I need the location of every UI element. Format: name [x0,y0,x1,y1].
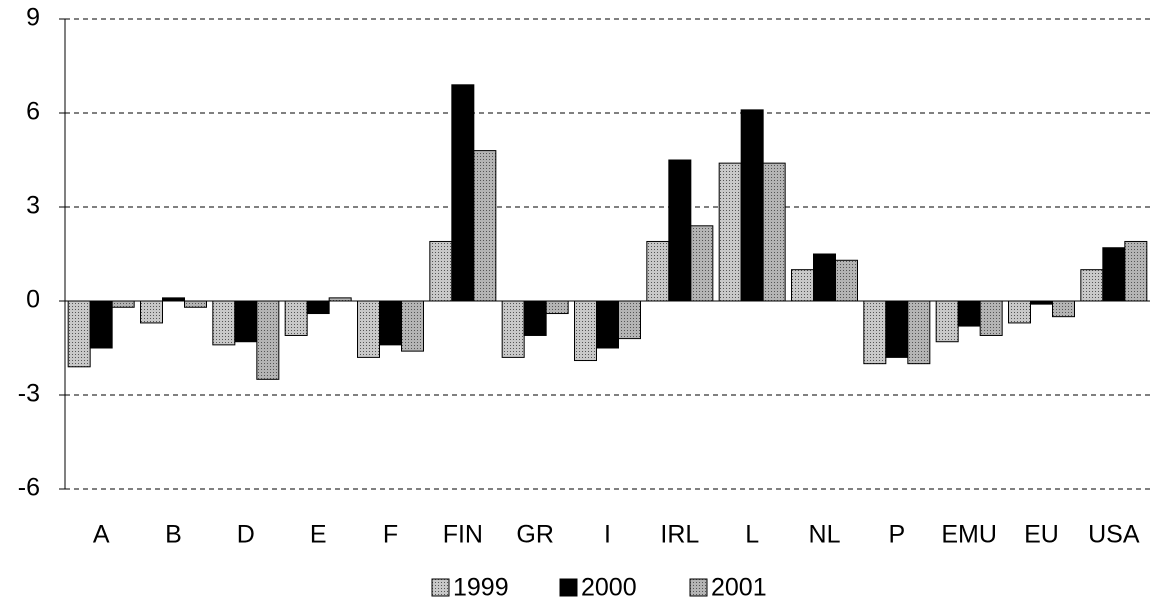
legend-label: 2000 [581,574,637,602]
bar [429,240,453,302]
x-tick-label: P [888,521,905,549]
bar [545,300,569,315]
bar [357,300,380,358]
bar [328,297,352,302]
x-tick-label: EU [1024,521,1059,549]
bar [740,109,764,302]
x-tick-label: D [237,521,255,549]
bar [813,253,836,302]
y-tick-label: 3 [26,192,40,220]
bar [762,162,786,302]
bar [1124,240,1148,302]
x-tick-label: EMU [941,521,997,549]
x-tick-label: IRL [660,521,699,549]
bar [885,300,909,358]
bar [256,300,280,380]
bar [1052,300,1075,318]
bar [574,300,597,362]
x-tick-label: E [310,521,327,549]
x-tick-label: USA [1088,521,1140,549]
bar [957,300,981,327]
x-tick-label: L [745,521,759,549]
bar [1030,300,1053,305]
legend-label: 1999 [453,574,509,602]
y-tick-label: 0 [26,286,40,314]
bar [1008,300,1031,324]
bar [1080,269,1104,302]
bar [668,159,692,302]
bar [935,300,959,343]
bar [618,300,641,340]
bar [401,300,424,352]
x-tick-label: B [165,521,182,549]
x-tick-label: A [93,521,110,549]
bar [379,300,402,346]
bar [907,300,931,365]
x-tick-label: NL [809,521,841,549]
bar [1102,247,1126,302]
bar [863,300,887,365]
bar [501,300,525,358]
legend-label: 2001 [711,574,767,602]
y-tick-label: -3 [18,380,40,408]
x-tick-label: I [604,521,611,549]
y-tick-label: -6 [18,474,40,502]
bar [718,162,742,302]
bar [451,84,475,302]
bar [234,300,258,343]
bar [89,300,113,349]
legend-swatch [431,578,450,597]
legend-swatch [559,578,578,597]
bar [646,240,670,302]
bar [596,300,619,349]
x-tick-label: GR [516,521,554,549]
bar [473,150,497,302]
x-tick-label: F [383,521,398,549]
bar [791,269,814,302]
bar [111,300,135,308]
bar [690,225,714,302]
bar [284,300,308,336]
bar [184,300,207,308]
bar [306,300,330,315]
y-tick-label: 6 [26,98,40,126]
bar [979,300,1003,336]
y-tick-label: 9 [26,4,40,32]
bar [140,300,163,324]
bar [212,300,236,346]
bar [523,300,547,336]
bar [67,300,91,368]
bar [835,259,858,302]
x-tick-label: FIN [443,521,483,549]
bar [162,297,185,302]
legend-swatch [689,578,708,597]
